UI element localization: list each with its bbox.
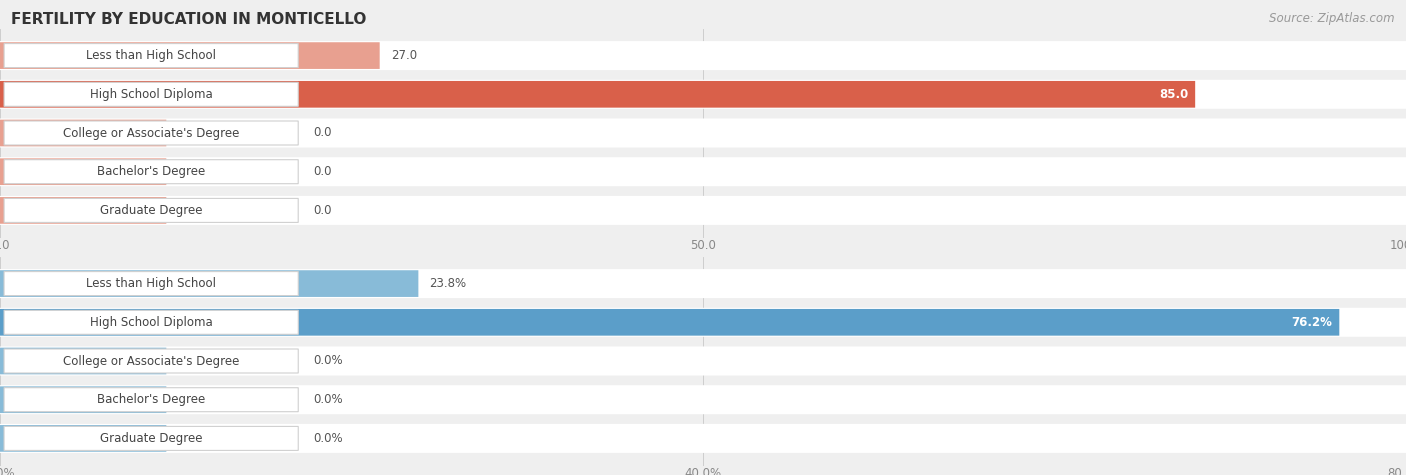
FancyBboxPatch shape: [0, 424, 1406, 453]
FancyBboxPatch shape: [0, 80, 1406, 109]
FancyBboxPatch shape: [0, 309, 1340, 336]
FancyBboxPatch shape: [4, 44, 298, 67]
FancyBboxPatch shape: [4, 388, 298, 412]
Text: Less than High School: Less than High School: [86, 277, 217, 290]
FancyBboxPatch shape: [0, 308, 1406, 337]
FancyBboxPatch shape: [0, 157, 1406, 186]
Text: 0.0: 0.0: [314, 204, 332, 217]
FancyBboxPatch shape: [0, 120, 166, 146]
FancyBboxPatch shape: [0, 197, 166, 224]
Text: Bachelor's Degree: Bachelor's Degree: [97, 393, 205, 406]
FancyBboxPatch shape: [4, 349, 298, 373]
Text: 23.8%: 23.8%: [430, 277, 467, 290]
Text: FERTILITY BY EDUCATION IN MONTICELLO: FERTILITY BY EDUCATION IN MONTICELLO: [11, 12, 367, 27]
Text: College or Associate's Degree: College or Associate's Degree: [63, 126, 239, 140]
Text: Graduate Degree: Graduate Degree: [100, 204, 202, 217]
FancyBboxPatch shape: [0, 81, 1195, 108]
Text: High School Diploma: High School Diploma: [90, 316, 212, 329]
FancyBboxPatch shape: [0, 425, 166, 452]
Text: 85.0: 85.0: [1159, 88, 1188, 101]
FancyBboxPatch shape: [0, 42, 380, 69]
FancyBboxPatch shape: [4, 199, 298, 222]
Text: Bachelor's Degree: Bachelor's Degree: [97, 165, 205, 178]
FancyBboxPatch shape: [0, 41, 1406, 70]
Text: High School Diploma: High School Diploma: [90, 88, 212, 101]
FancyBboxPatch shape: [4, 82, 298, 106]
FancyBboxPatch shape: [0, 118, 1406, 148]
FancyBboxPatch shape: [4, 310, 298, 334]
Text: Source: ZipAtlas.com: Source: ZipAtlas.com: [1270, 12, 1395, 25]
FancyBboxPatch shape: [0, 385, 1406, 414]
Text: 76.2%: 76.2%: [1291, 316, 1333, 329]
FancyBboxPatch shape: [0, 158, 166, 185]
FancyBboxPatch shape: [0, 348, 166, 374]
Text: 0.0: 0.0: [314, 165, 332, 178]
FancyBboxPatch shape: [0, 270, 419, 297]
FancyBboxPatch shape: [0, 196, 1406, 225]
Text: Graduate Degree: Graduate Degree: [100, 432, 202, 445]
FancyBboxPatch shape: [0, 269, 1406, 298]
FancyBboxPatch shape: [4, 427, 298, 450]
Text: 27.0: 27.0: [391, 49, 418, 62]
Text: 0.0: 0.0: [314, 126, 332, 140]
Text: 0.0%: 0.0%: [314, 354, 343, 368]
Text: 0.0%: 0.0%: [314, 432, 343, 445]
FancyBboxPatch shape: [4, 272, 298, 295]
FancyBboxPatch shape: [4, 121, 298, 145]
Text: Less than High School: Less than High School: [86, 49, 217, 62]
Text: 0.0%: 0.0%: [314, 393, 343, 406]
FancyBboxPatch shape: [4, 160, 298, 184]
Text: College or Associate's Degree: College or Associate's Degree: [63, 354, 239, 368]
FancyBboxPatch shape: [0, 346, 1406, 376]
FancyBboxPatch shape: [0, 386, 166, 413]
